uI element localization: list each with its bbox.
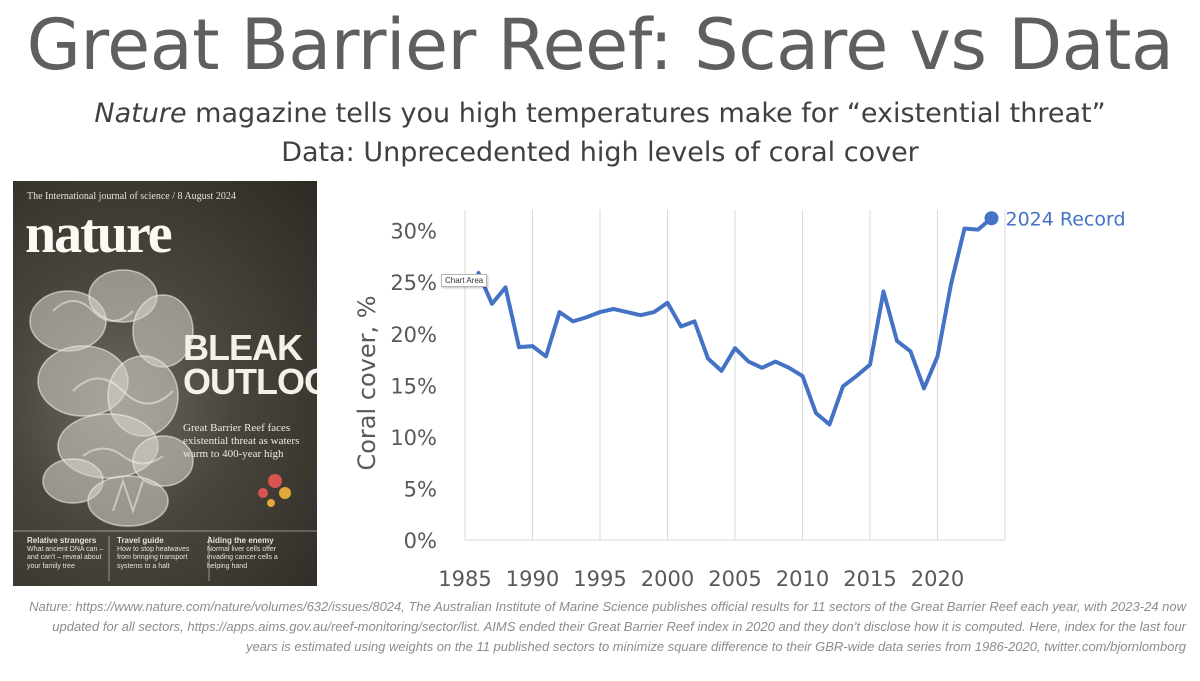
x-tick-label: 1995 [573,567,626,590]
subtitle-claim: magazine tells you high temperatures mak… [186,98,1106,129]
x-tick-label: 2020 [911,567,964,590]
x-tick-label: 2015 [843,567,896,590]
y-tick-label: 30% [390,220,437,244]
cover-headline-line-1: BLEAK [183,327,303,368]
cover-headline: BLEAKOUTLOOK [183,327,317,402]
x-tick-label: 1985 [438,567,491,590]
nature-masthead: nature [25,203,173,265]
coral-cover-line [476,216,994,427]
record-point-2024 [984,211,999,226]
x-tick-label: 1990 [506,567,559,590]
x-tick-label: 2010 [776,567,829,590]
page-title: Great Barrier Reef: Scare vs Data [26,4,1174,86]
cover-dateline: The International journal of science / 8… [27,191,236,202]
cover-teaser-3: Aiding the enemy Normal liver cells offer… [207,536,295,571]
x-tick-label: 2000 [641,567,694,590]
coral-cover-chart[interactable]: 1985 1990 1995 2000 2005 2010 2015 2020 0% 5% 10% 1… [340,190,1200,590]
cover-strapline: Great Barrier Reef faces existential thr… [183,422,300,460]
cover-teaser-title: Aiding the enemy [207,536,274,545]
cover-teaser-2: Travel guide How to stop heatwaves from b… [117,536,205,571]
cover-teaser-text: How to stop heatwaves from bringing tran… [117,545,190,570]
y-tick-label: 25% [390,271,437,295]
cover-teaser-text: What ancient DNA can – and can't – revea… [27,545,104,570]
coral-illustration [13,269,317,581]
cover-teaser-1: Relative strangers What ancient DNA can –… [27,536,115,571]
chart-area-tooltip: Chart Area [441,274,488,287]
y-tick-label: 5% [404,477,437,501]
source-footnote: Nature: https://www.nature.com/nature/vo… [29,599,1186,654]
cover-teaser-title: Travel guide [117,536,164,545]
x-tick-label: 2005 [708,567,761,590]
record-label: 2024 Record [1006,208,1126,230]
nature-cover-image: The International journal of science / 8… [13,181,317,586]
y-tick-label: 0% [404,529,437,553]
y-tick-label: 15% [390,374,437,398]
cover-teaser-title: Relative strangers [27,536,97,545]
cover-teaser-text: Normal liver cells offer invading cancer… [207,545,278,570]
subtitle-data: Data: Unprecedented high levels of coral… [281,137,919,168]
cover-headline-line-2: OUTLOOK [183,361,317,402]
y-tick-label: 10% [390,426,437,450]
y-tick-label: 20% [390,323,437,347]
y-axis-label: Coral cover, % [353,295,381,470]
subtitle-magazine-name: Nature [94,98,187,129]
subtitle-nature: Nature magazine tells you high temperatu… [0,96,1200,132]
